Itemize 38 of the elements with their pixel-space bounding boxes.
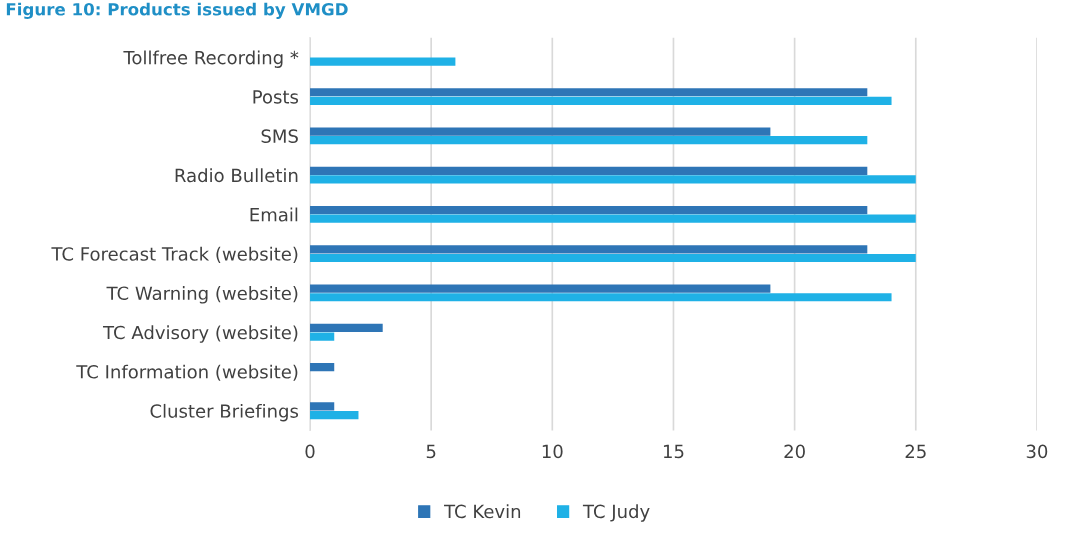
chart-title: Figure 10: Products issued by VMGD — [6, 2, 348, 19]
bar — [310, 363, 335, 372]
x-tick-label: 0 — [305, 444, 315, 459]
y-tick-label: TC Information (website) — [76, 364, 298, 381]
bar — [310, 57, 456, 66]
x-tick-label: 10 — [542, 444, 563, 459]
y-tick-label: Posts — [253, 90, 299, 104]
bar — [310, 205, 868, 215]
bar — [310, 293, 892, 302]
bar — [310, 284, 771, 293]
bar — [310, 96, 892, 105]
bar — [310, 253, 916, 263]
bar — [310, 245, 868, 254]
bar — [310, 402, 335, 411]
y-tick-label: Tollfree Recording * — [123, 50, 299, 68]
y-tick-label: SMS — [261, 129, 298, 143]
y-tick-label: TC Forecast Track (website) — [51, 246, 298, 263]
bar — [310, 410, 359, 420]
y-tick-label: Cluster Briefings — [150, 403, 299, 422]
bar — [310, 175, 916, 184]
bar — [310, 127, 771, 136]
y-tick-label: TC Warning (website) — [106, 286, 298, 304]
bar — [310, 136, 868, 145]
x-tick-label: 30 — [1026, 444, 1048, 459]
x-tick-label: 15 — [663, 444, 684, 459]
x-tick-label: 5 — [426, 444, 436, 459]
y-tick-label: Radio Bulletin — [175, 168, 298, 183]
bar — [310, 166, 868, 175]
bar — [310, 323, 383, 332]
bar — [310, 214, 916, 223]
bar — [310, 88, 868, 97]
legend-label: TC Judy — [582, 504, 650, 522]
x-tick-label: 25 — [905, 444, 926, 459]
y-tick-label: Email — [250, 207, 298, 222]
x-tick-label: 20 — [784, 444, 805, 459]
bar — [310, 332, 335, 341]
legend-label: TC Kevin — [444, 504, 521, 519]
y-tick-label: TC Advisory (website) — [102, 325, 298, 343]
